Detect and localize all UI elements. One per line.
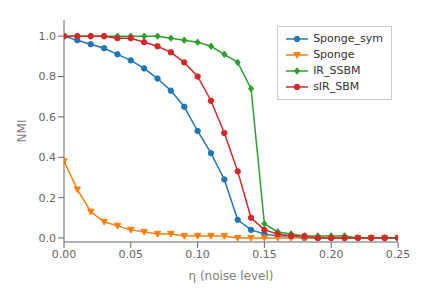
svg-text:0.00: 0.00: [52, 248, 77, 261]
svg-text:η (noise level): η (noise level): [188, 269, 273, 283]
svg-text:0.05: 0.05: [119, 248, 144, 261]
svg-text:0.25: 0.25: [386, 248, 411, 261]
html-text:Sponge_sym: Sponge_sym: [313, 32, 383, 45]
svg-text:0.4: 0.4: [39, 151, 57, 164]
svg-text:NMI: NMI: [15, 120, 29, 143]
svg-text:0.8: 0.8: [39, 70, 57, 83]
svg-text:0.0: 0.0: [39, 232, 57, 245]
html-text:sIR_SBM: sIR_SBM: [313, 80, 360, 93]
svg-text:0.15: 0.15: [252, 248, 277, 261]
svg-text:0.6: 0.6: [39, 111, 57, 124]
html-text:Sponge: Sponge: [313, 48, 355, 61]
svg-text:0.10: 0.10: [185, 248, 210, 261]
svg-text:0.20: 0.20: [319, 248, 344, 261]
html-text:IR_SSBM: IR_SSBM: [313, 64, 361, 77]
svg-text:1.0: 1.0: [39, 30, 57, 43]
svg-text:0.2: 0.2: [39, 192, 57, 205]
